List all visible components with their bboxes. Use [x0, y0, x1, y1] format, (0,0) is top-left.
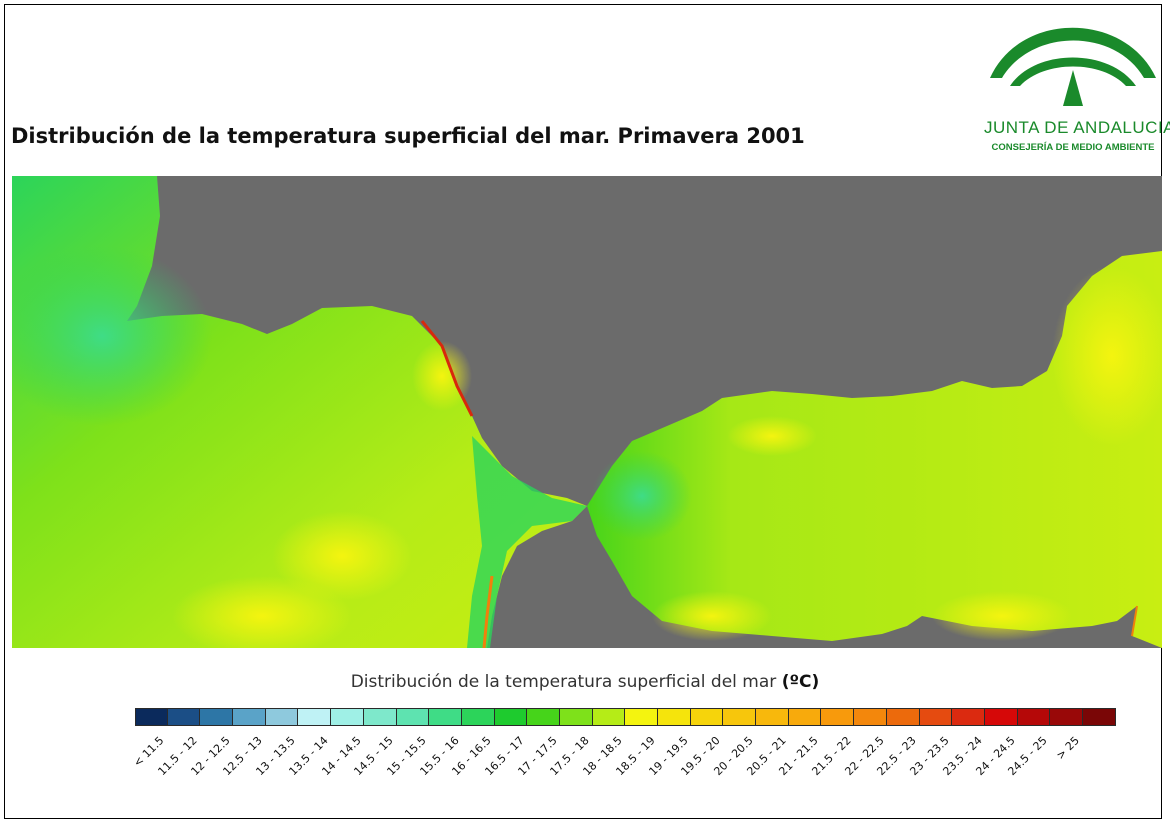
legend-swatch — [494, 708, 528, 726]
page-title: Distribución de la temperatura superfici… — [11, 124, 805, 148]
legend-swatch — [1050, 708, 1083, 726]
legend-swatch — [984, 708, 1018, 726]
legend-swatch — [265, 708, 299, 726]
legend-swatch — [886, 708, 920, 726]
legend-swatch — [821, 708, 855, 726]
strait-cold-patch — [592, 451, 692, 541]
legend-swatch — [919, 708, 953, 726]
warm-coast-patch — [412, 341, 472, 411]
cold-water-patch — [12, 246, 212, 426]
coastal-warm-fringe-2 — [482, 575, 494, 648]
sea-temperature-map — [12, 176, 1162, 648]
legend-swatch — [363, 708, 397, 726]
legend-unit: (ºC) — [781, 672, 820, 692]
legend-swatch — [952, 708, 985, 726]
warm-water-patch-1 — [272, 511, 412, 601]
alboran-sea — [587, 251, 1162, 648]
legend-swatch — [167, 708, 201, 726]
legend-swatch — [690, 708, 724, 726]
legend-swatch — [429, 708, 462, 726]
logo-arc-outer — [990, 27, 1156, 78]
atlantic-sea — [12, 176, 587, 648]
legend-swatch — [135, 708, 168, 726]
coastal-warm-fringe-3 — [1131, 605, 1138, 637]
coastal-warm-fringe-1 — [420, 320, 474, 417]
legend-swatch — [592, 708, 626, 726]
legend-color-bar — [135, 708, 1116, 726]
legend-swatch — [298, 708, 332, 726]
legend-swatch — [625, 708, 658, 726]
legend-swatch — [756, 708, 789, 726]
legend-swatch — [559, 708, 593, 726]
logo-arc-inner — [1010, 57, 1136, 86]
strait-channel — [467, 436, 587, 648]
legend-swatch — [658, 708, 691, 726]
logo-line-1: JUNTA DE ANDALUCIA — [984, 118, 1170, 137]
warm-water-patch-6 — [727, 416, 817, 456]
warm-water-patch-4 — [652, 591, 772, 641]
legend-swatch — [331, 708, 364, 726]
legend-swatch — [461, 708, 495, 726]
logo-column — [1063, 70, 1083, 106]
warm-water-patch-2 — [172, 576, 352, 648]
warm-water-patch-3 — [1052, 266, 1162, 446]
warm-water-patch-5 — [932, 591, 1072, 641]
legend-swatch — [527, 708, 560, 726]
legend-title-text: Distribución de la temperatura superfici… — [350, 672, 782, 692]
legend-swatch — [1082, 708, 1116, 726]
junta-de-andalucia-logo — [990, 27, 1156, 106]
legend-swatch — [854, 708, 887, 726]
legend-swatch — [788, 708, 822, 726]
logo-line-2: CONSEJERÍA DE MEDIO AMBIENTE — [991, 142, 1155, 153]
legend-swatch — [233, 708, 266, 726]
legend-swatch — [396, 708, 430, 726]
legend-swatch — [200, 708, 234, 726]
legend-title: Distribución de la temperatura superfici… — [0, 672, 1170, 692]
legend-swatch — [1017, 708, 1051, 726]
legend-swatch — [723, 708, 757, 726]
